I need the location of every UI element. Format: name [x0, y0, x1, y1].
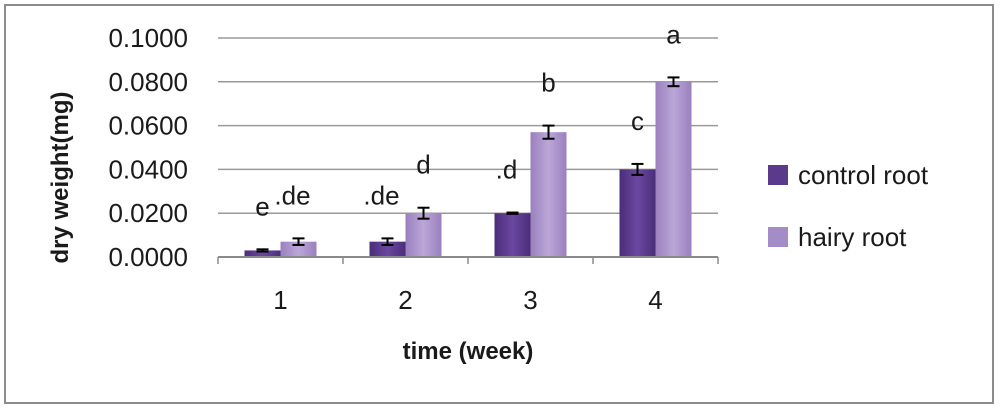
y-tick-label: 0.0200 [108, 198, 188, 228]
bar-control-root [619, 169, 656, 257]
significance-letter: .de [274, 180, 310, 210]
error-bar [542, 124, 555, 140]
y-axis-title: dry weight(mg) [47, 92, 74, 264]
error-bar [417, 206, 430, 220]
bar-control-root [369, 241, 406, 257]
error-bar [381, 237, 394, 246]
significance-letter: d [416, 150, 430, 180]
bar-hairy-root [655, 81, 692, 257]
legend-item: hairy root [768, 222, 907, 252]
legend: control root hairy root [768, 160, 929, 252]
y-tick-label: 0.0000 [108, 242, 188, 272]
significance-letter: .de [363, 180, 399, 210]
legend-item: control root [768, 160, 929, 190]
x-tick-label: 4 [648, 285, 662, 315]
chart-frame [4, 4, 994, 404]
x-tick-label: 3 [523, 285, 537, 315]
bar-hairy-root [530, 132, 567, 257]
bars [244, 81, 692, 257]
x-axis-ticks: 1 2 3 4 [217, 257, 719, 315]
significance-letter: b [541, 68, 555, 98]
error-bar [292, 237, 305, 246]
significance-letter: e [255, 191, 269, 221]
y-tick-label: 0.0600 [108, 111, 188, 141]
x-axis-title: time (week) [403, 338, 534, 365]
x-tick-label: 2 [398, 285, 412, 315]
error-bar [506, 211, 519, 215]
significance-letter: .d [496, 155, 518, 185]
error-bar [667, 76, 680, 88]
bar-control-root [244, 250, 281, 257]
y-tick-label: 0.0400 [108, 154, 188, 184]
bar-hairy-root [405, 213, 442, 257]
legend-label: control root [798, 160, 929, 190]
significance-letter: a [666, 19, 681, 49]
legend-label: hairy root [798, 222, 907, 252]
error-bar [256, 248, 269, 253]
legend-swatch [768, 227, 788, 247]
bar-control-root [494, 213, 531, 257]
error-bar [631, 162, 644, 176]
y-axis-ticks: 0.0000 0.0200 0.0400 0.0600 0.0800 0.1000 [108, 23, 188, 272]
bar-hairy-root [280, 241, 317, 257]
x-tick-label: 1 [273, 285, 287, 315]
significance-letter: c [631, 106, 644, 136]
y-tick-label: 0.0800 [108, 67, 188, 97]
error-bars [256, 76, 680, 253]
legend-swatch [768, 165, 788, 185]
y-tick-label: 0.1000 [108, 23, 188, 53]
